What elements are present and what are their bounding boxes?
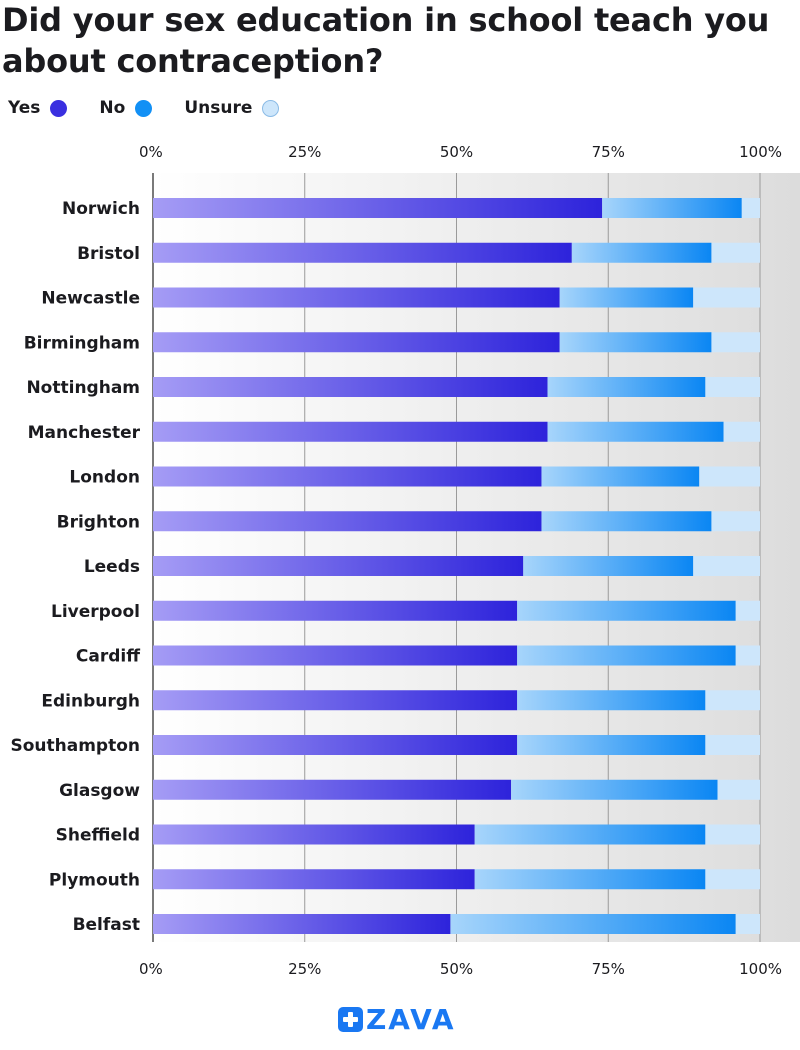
legend-label-unsure: Unsure bbox=[184, 98, 253, 118]
x-tick-label-top: 50% bbox=[440, 143, 473, 161]
category-label: Manchester bbox=[28, 423, 141, 443]
bar-no bbox=[517, 600, 736, 621]
bar-yes bbox=[153, 377, 548, 397]
bar-yes bbox=[153, 287, 560, 308]
zava-logo-text: ZAVA bbox=[366, 1002, 456, 1036]
legend-item-yes: Yes bbox=[8, 98, 68, 118]
category-label: Brighton bbox=[57, 512, 140, 532]
zava-logo: ZAVA bbox=[338, 1002, 456, 1036]
category-label: Glasgow bbox=[59, 781, 140, 801]
bar-yes bbox=[153, 690, 518, 711]
x-tick-label-bottom: 50% bbox=[440, 960, 473, 978]
x-tick-label-bottom: 25% bbox=[288, 960, 321, 978]
bar-yes bbox=[153, 242, 572, 263]
bar-yes bbox=[153, 735, 518, 755]
bar-yes bbox=[153, 869, 475, 890]
x-tick-label-bottom: 75% bbox=[592, 960, 625, 978]
legend-label-yes: Yes bbox=[8, 98, 41, 118]
bar-yes bbox=[153, 466, 542, 487]
bar-no bbox=[559, 287, 694, 308]
bar-unsure bbox=[711, 242, 760, 263]
legend-label-no: No bbox=[99, 98, 126, 118]
bar-yes bbox=[153, 332, 560, 353]
bar-unsure bbox=[735, 645, 760, 666]
category-label: Birmingham bbox=[24, 333, 140, 353]
bar-unsure bbox=[705, 735, 760, 755]
x-tick-label-top: 0% bbox=[139, 143, 163, 161]
category-label: Plymouth bbox=[49, 870, 140, 890]
bar-unsure bbox=[693, 556, 760, 576]
bar-yes bbox=[153, 511, 542, 532]
legend-swatch-unsure bbox=[262, 99, 280, 117]
bar-yes bbox=[153, 824, 475, 845]
bar-unsure bbox=[723, 421, 760, 442]
legend-item-unsure: Unsure bbox=[184, 98, 280, 118]
category-label: London bbox=[69, 468, 140, 488]
bar-no bbox=[474, 869, 706, 890]
bar-no bbox=[511, 779, 718, 800]
bar-unsure bbox=[705, 824, 760, 845]
bar-no bbox=[450, 914, 736, 934]
legend: Yes No Unsure bbox=[8, 96, 311, 120]
bar-no bbox=[523, 556, 694, 576]
category-label: Cardiff bbox=[76, 647, 140, 667]
bar-unsure bbox=[705, 690, 760, 711]
bar-unsure bbox=[705, 377, 760, 397]
bar-unsure bbox=[711, 332, 760, 353]
bar-unsure bbox=[741, 198, 760, 218]
bar-yes bbox=[153, 779, 512, 800]
bar-yes bbox=[153, 645, 518, 666]
bar-no bbox=[559, 332, 712, 353]
bar-yes bbox=[153, 914, 451, 934]
bar-no bbox=[517, 690, 706, 711]
category-label: Leeds bbox=[84, 557, 140, 577]
category-label: Nottingham bbox=[26, 378, 140, 398]
bar-yes bbox=[153, 421, 548, 442]
bar-no bbox=[474, 824, 706, 845]
bar-no bbox=[547, 421, 724, 442]
bar-yes bbox=[153, 600, 518, 621]
stacked-bar-chart: 0% 0% 25% 25% 50% 50% 75% 75% 100% 100% Norwich Bri… bbox=[10, 143, 800, 978]
bar-yes bbox=[153, 198, 603, 218]
zava-cross-icon bbox=[338, 1006, 363, 1032]
bar-unsure bbox=[711, 511, 760, 532]
category-label: Newcastle bbox=[41, 289, 140, 309]
bar-unsure bbox=[735, 914, 760, 934]
bar-no bbox=[517, 735, 706, 755]
x-tick-label-top: 100% bbox=[739, 143, 782, 161]
bar-yes bbox=[153, 556, 524, 576]
bar-no bbox=[541, 466, 700, 487]
x-tick-label-bottom: 0% bbox=[139, 960, 163, 978]
bar-unsure bbox=[717, 779, 760, 800]
legend-swatch-yes bbox=[50, 99, 68, 117]
x-tick-label-bottom: 100% bbox=[739, 960, 782, 978]
bar-no bbox=[602, 198, 742, 218]
category-label: Liverpool bbox=[51, 602, 140, 622]
category-label: Belfast bbox=[73, 915, 140, 935]
category-label: Edinburgh bbox=[41, 691, 140, 711]
category-label: Southampton bbox=[10, 736, 140, 756]
bar-unsure bbox=[705, 869, 760, 890]
bar-no bbox=[547, 377, 706, 397]
x-tick-label-top: 25% bbox=[288, 143, 321, 161]
legend-swatch-no bbox=[135, 99, 153, 117]
legend-item-no: No bbox=[99, 98, 153, 118]
category-label: Bristol bbox=[77, 244, 140, 264]
bar-unsure bbox=[735, 600, 760, 621]
bar-unsure bbox=[699, 466, 760, 487]
bar-unsure bbox=[693, 287, 760, 308]
bar-no bbox=[541, 511, 712, 532]
category-label: Sheffield bbox=[56, 826, 140, 846]
chart-title: Did your sex education in school teach y… bbox=[2, 1, 770, 80]
x-tick-label-top: 75% bbox=[592, 143, 625, 161]
bar-no bbox=[517, 645, 736, 666]
category-label: Norwich bbox=[62, 199, 140, 219]
bar-no bbox=[571, 242, 712, 263]
